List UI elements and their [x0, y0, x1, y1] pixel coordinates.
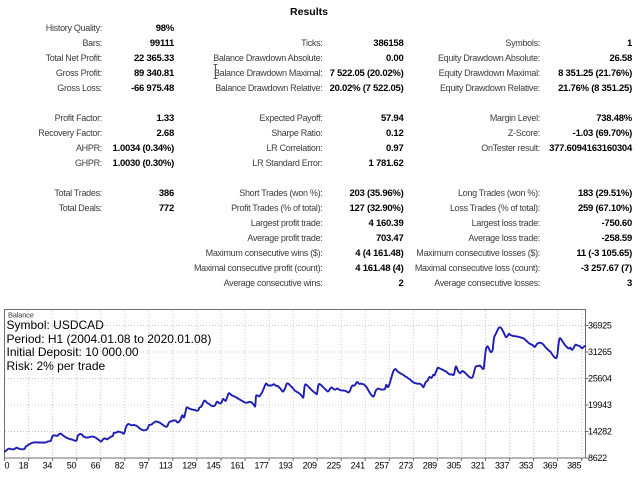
svg-text:241: 241	[351, 461, 365, 471]
svg-text:31265: 31265	[588, 347, 612, 357]
svg-text:385: 385	[567, 461, 581, 471]
svg-text:8622: 8622	[588, 453, 607, 463]
svg-text:289: 289	[423, 461, 437, 471]
svg-text:353: 353	[519, 461, 533, 471]
svg-text:82: 82	[115, 461, 125, 471]
svg-text:36925: 36925	[588, 321, 612, 331]
svg-text:305: 305	[447, 461, 461, 471]
svg-text:193: 193	[278, 461, 292, 471]
svg-text:19943: 19943	[588, 400, 612, 410]
svg-text:97: 97	[139, 461, 149, 471]
svg-text:34: 34	[43, 461, 53, 471]
svg-text:129: 129	[182, 461, 196, 471]
svg-text:Balance: Balance	[8, 311, 34, 320]
svg-text:321: 321	[471, 461, 485, 471]
svg-text:145: 145	[206, 461, 220, 471]
svg-text:161: 161	[230, 461, 244, 471]
svg-text:369: 369	[543, 461, 557, 471]
svg-text:113: 113	[159, 461, 173, 471]
svg-text:209: 209	[303, 461, 317, 471]
svg-text:273: 273	[399, 461, 413, 471]
svg-text:225: 225	[327, 461, 341, 471]
svg-text:50: 50	[67, 461, 77, 471]
svg-text:337: 337	[495, 461, 509, 471]
svg-text:14282: 14282	[588, 427, 612, 437]
svg-text:257: 257	[375, 461, 389, 471]
svg-text:25604: 25604	[588, 374, 612, 384]
svg-text:18: 18	[19, 461, 29, 471]
svg-text:66: 66	[91, 461, 101, 471]
svg-text:0: 0	[5, 461, 10, 471]
svg-text:177: 177	[254, 461, 268, 471]
